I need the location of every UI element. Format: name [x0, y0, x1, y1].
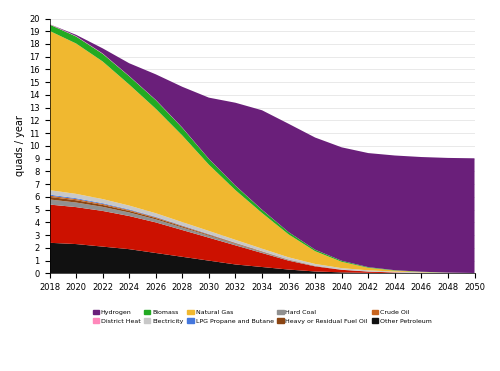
Legend: Hydrogen, District Heat, Biomass, Electricity, Natural Gas, LPG Propane and Buta: Hydrogen, District Heat, Biomass, Electr…	[90, 307, 434, 326]
Y-axis label: quads / year: quads / year	[15, 115, 25, 176]
